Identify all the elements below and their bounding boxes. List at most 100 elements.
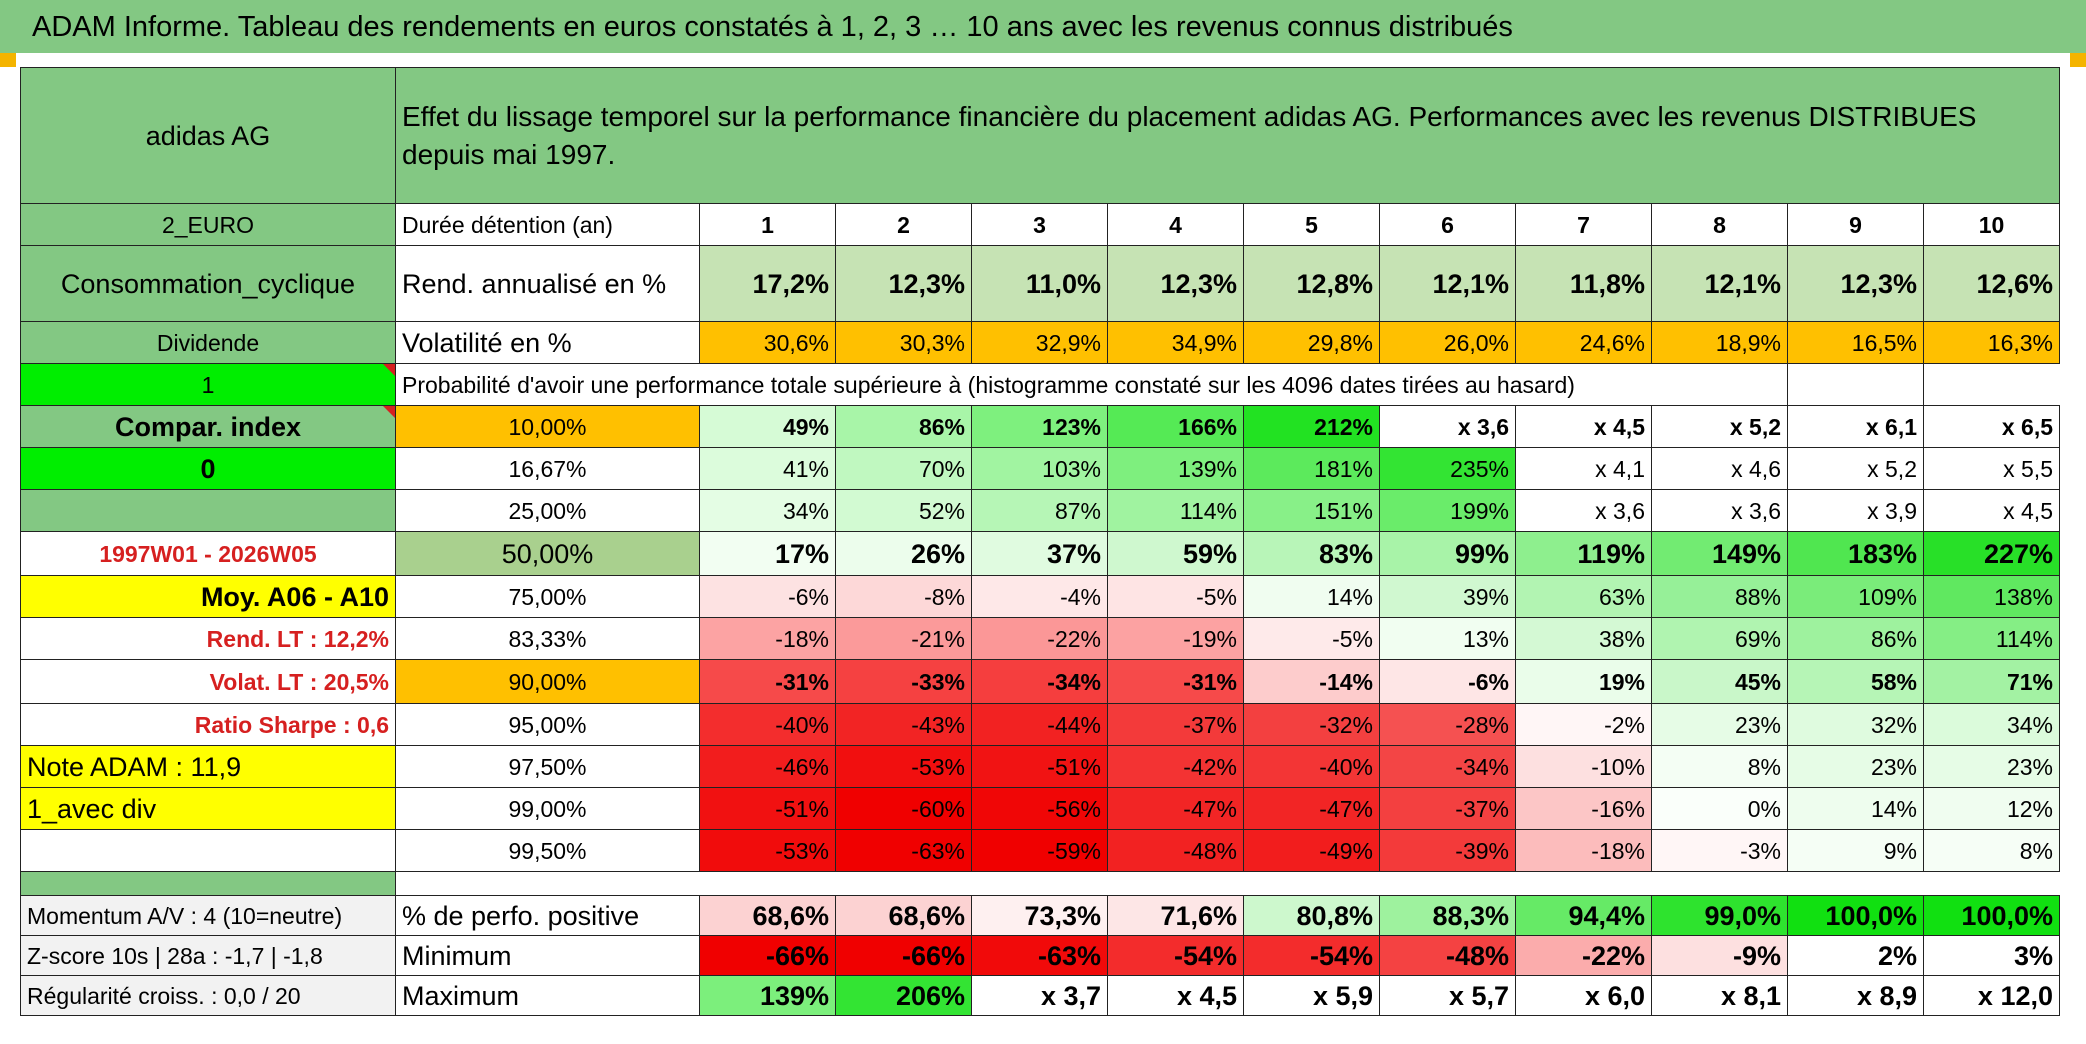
quantile-value-2: -21% [835, 617, 972, 660]
quantile-value-4: 166% [1107, 405, 1244, 448]
quantile-value-3: -56% [971, 787, 1108, 830]
quantile-value-6: -28% [1379, 703, 1516, 746]
quantile-value-6: 99% [1379, 531, 1516, 576]
max-value-1: 139% [699, 975, 836, 1016]
year-header-8: 8 [1651, 203, 1788, 246]
quantile-value-5: -14% [1243, 659, 1380, 704]
quantile-value-1: -31% [699, 659, 836, 704]
quantile-value-9: 32% [1787, 703, 1924, 746]
quantile-row: Moy. A06 - A10 75,00% -6% -8% -4% -5% 14% 39% 63… [20, 575, 2060, 618]
quantile-value-5: 212% [1243, 405, 1380, 448]
moy-cell: Moy. A06 - A10 [20, 575, 396, 618]
quantile-label: 99,50% [395, 829, 700, 872]
quantile-value-10: 71% [1923, 659, 2060, 704]
quantile-value-6: 13% [1379, 617, 1516, 660]
max-value-4: x 4,5 [1107, 975, 1244, 1016]
quantile-value-2: 52% [835, 489, 972, 532]
proba-label: Probabilité d'avoir une performance tota… [395, 363, 1788, 406]
quantile-value-5: -49% [1243, 829, 1380, 872]
quantile-value-5: -5% [1243, 617, 1380, 660]
quantile-value-9: 109% [1787, 575, 1924, 618]
quantile-value-10: 114% [1923, 617, 2060, 660]
quantile-row: 0 16,67% 41% 70% 103% 139% 181% 235% x 4,1 x 4,6 x… [20, 447, 2060, 490]
quantile-value-4: -31% [1107, 659, 1244, 704]
quantile-value-5: -32% [1243, 703, 1380, 746]
quantile-value-10: 34% [1923, 703, 2060, 746]
year-header-2: 2 [835, 203, 972, 246]
quantile-value-1: 49% [699, 405, 836, 448]
quantile-value-6: 199% [1379, 489, 1516, 532]
quantile-value-10: 23% [1923, 745, 2060, 788]
quantile-value-9: 23% [1787, 745, 1924, 788]
pos-value-1: 68,6% [699, 895, 836, 936]
years-row: 2_EURO Durée détention (an) 1 2 3 4 5 6 7 8 9 10 [20, 203, 2060, 246]
spacer-green-cell [20, 871, 396, 896]
quantile-value-10: 227% [1923, 531, 2060, 576]
quantile-row: Volat. LT : 20,5% 90,00% -31% -33% -34% -31% -… [20, 659, 2060, 704]
quantile-value-9: 9% [1787, 829, 1924, 872]
quantile-value-9: x 5,2 [1787, 447, 1924, 490]
pos-row: Momentum A/V : 4 (10=neutre)% de perfo. … [20, 895, 2060, 936]
header-row: adidas AG Effet du lissage temporel sur l… [20, 67, 2060, 204]
quantile-value-2: 26% [835, 531, 972, 576]
quantile-value-7: -10% [1515, 745, 1652, 788]
quantile-value-10: x 4,5 [1923, 489, 2060, 532]
spacer-row [20, 871, 2060, 896]
max-value-6: x 5,7 [1379, 975, 1516, 1016]
quantile-label: 50,00% [395, 531, 700, 576]
quantile-value-4: -37% [1107, 703, 1244, 746]
quantile-value-1: -46% [699, 745, 836, 788]
regularite-cell: Régularité croiss. : 0,0 / 20 [20, 975, 396, 1016]
rend-row: Consommation_cyclique Rend. annualisé en … [20, 245, 2060, 322]
vol-value-8: 18,9% [1651, 321, 1788, 364]
vol-value-5: 29,8% [1243, 321, 1380, 364]
rend-value-7: 11,8% [1515, 245, 1652, 322]
quantile-row: Note ADAM : 11,9 97,50% -46% -53% -51% -42% -4… [20, 745, 2060, 788]
max-row: Régularité croiss. : 0,0 / 20 Maximum 139%… [20, 975, 2060, 1016]
quantile-value-6: -34% [1379, 745, 1516, 788]
volat-lt-cell: Volat. LT : 20,5% [20, 659, 396, 704]
quantile-value-7: x 4,5 [1515, 405, 1652, 448]
quantile-label: 90,00% [395, 659, 700, 704]
quantile-row: 1997W01 - 2026W05 50,00% 17% 26% 37% 59% 83% 99… [20, 531, 2060, 576]
quantile-value-8: 69% [1651, 617, 1788, 660]
quantile-label: 10,00% [395, 405, 700, 448]
quantile-value-5: 83% [1243, 531, 1380, 576]
quantile-value-1: -18% [699, 617, 836, 660]
rend-value-8: 12,1% [1651, 245, 1788, 322]
quantile-label: 97,50% [395, 745, 700, 788]
min-label: Minimum [395, 935, 700, 976]
quantile-value-10: x 6,5 [1923, 405, 2060, 448]
quantile-value-7: x 3,6 [1515, 489, 1652, 532]
quantile-value-4: 59% [1107, 531, 1244, 576]
quantile-value-8: x 4,6 [1651, 447, 1788, 490]
max-value-10: x 12,0 [1923, 975, 2060, 1016]
year-header-10: 10 [1923, 203, 2060, 246]
year-header-1: 1 [699, 203, 836, 246]
vol-row: Dividende Volatilité en % 30,6% 30,3% 32,9% 3… [20, 321, 2060, 364]
sharpe-cell: Ratio Sharpe : 0,6 [20, 703, 396, 746]
period-cell: 1997W01 - 2026W05 [20, 531, 396, 576]
quantile-value-2: -43% [835, 703, 972, 746]
quantile-value-1: -40% [699, 703, 836, 746]
year-header-9: 9 [1787, 203, 1924, 246]
quantile-value-1: -51% [699, 787, 836, 830]
quantile-value-9: x 6,1 [1787, 405, 1924, 448]
quantile-value-8: x 5,2 [1651, 405, 1788, 448]
quantile-value-1: 41% [699, 447, 836, 490]
quantile-value-1: -6% [699, 575, 836, 618]
avec-div-cell: 1_avec div [20, 787, 396, 830]
rend-value-4: 12,3% [1107, 245, 1244, 322]
quantile-value-6: -37% [1379, 787, 1516, 830]
quantile-value-10: 138% [1923, 575, 2060, 618]
quantile-value-4: 139% [1107, 447, 1244, 490]
vol-value-10: 16,3% [1923, 321, 2060, 364]
min-value-9: 2% [1787, 935, 1924, 976]
momentum-cell: Momentum A/V : 4 (10=neutre) [20, 895, 396, 936]
currency-cell: 2_EURO [20, 203, 396, 246]
quantile-value-5: 151% [1243, 489, 1380, 532]
returns-table: adidas AG Effet du lissage temporel sur l… [20, 67, 2060, 1016]
quantile-row: 25,00% 34% 52% 87% 114% 151% 199% x 3,6 x 3,6 x 3… [20, 489, 2060, 532]
max-value-5: x 5,9 [1243, 975, 1380, 1016]
vol-value-2: 30,3% [835, 321, 972, 364]
